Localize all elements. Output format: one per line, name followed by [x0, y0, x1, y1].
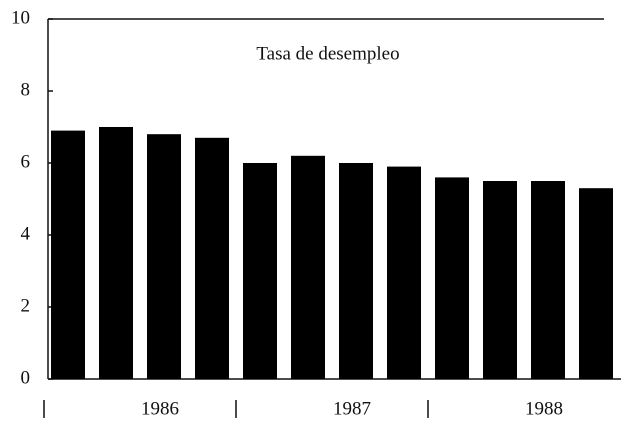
bar — [387, 166, 421, 379]
bar — [291, 155, 325, 379]
y-tick-label: 2 — [21, 295, 31, 316]
bar — [339, 163, 373, 379]
bar — [483, 181, 517, 379]
bar — [51, 130, 85, 379]
y-tick-label: 6 — [21, 151, 31, 172]
bar — [435, 177, 469, 379]
y-tick-label: 4 — [21, 223, 31, 244]
chart-title: Tasa de desempleo — [256, 43, 399, 64]
y-tick-label: 10 — [11, 7, 30, 28]
bar — [99, 127, 133, 379]
group-label: 1987 — [333, 398, 371, 419]
bar — [195, 137, 229, 379]
y-tick-label: 8 — [21, 79, 31, 100]
bar — [147, 134, 181, 379]
bar — [531, 181, 565, 379]
y-tick-label: 0 — [21, 367, 31, 388]
group-label: 1988 — [525, 398, 563, 419]
group-label: 1986 — [141, 398, 179, 419]
bar — [243, 163, 277, 379]
bar — [579, 188, 613, 379]
